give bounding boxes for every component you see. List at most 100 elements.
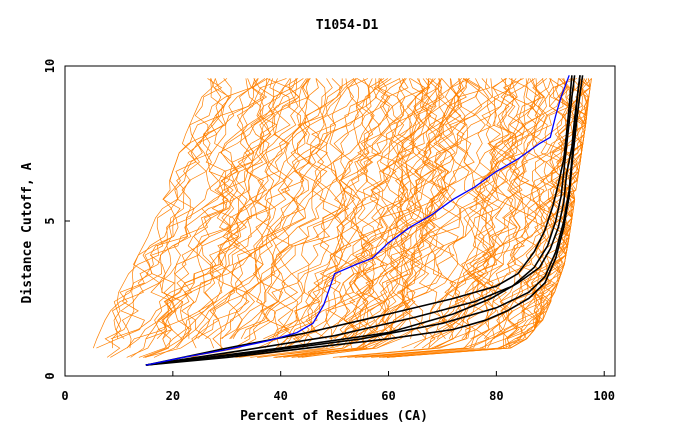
- other-model-line: [365, 78, 469, 349]
- other-model-line: [230, 78, 357, 340]
- y-tick-label: 5: [43, 217, 57, 224]
- other-model-line: [191, 78, 304, 349]
- y-tick-label: 10: [43, 59, 57, 73]
- other-model-line: [470, 78, 552, 340]
- other-model-line: [221, 78, 321, 340]
- other-model-line: [413, 78, 536, 349]
- other-model-line: [194, 78, 310, 340]
- other-model-line: [126, 78, 287, 358]
- reference-model-line: [145, 75, 576, 366]
- other-model-line: [263, 78, 385, 340]
- other-model-line: [236, 78, 409, 358]
- other-model-line: [506, 78, 586, 349]
- other-model-line: [331, 78, 445, 349]
- other-model-line: [212, 78, 311, 339]
- other-model-line: [267, 78, 370, 340]
- other-model-line: [275, 78, 392, 349]
- other-model-line: [145, 78, 258, 340]
- other-model-line: [333, 78, 436, 340]
- other-model-line: [384, 78, 486, 340]
- other-model-line: [479, 78, 568, 349]
- other-model-line: [145, 78, 265, 358]
- other-model-line: [258, 78, 433, 358]
- highlighted-model-layer: [145, 75, 570, 366]
- other-model-line: [176, 78, 307, 349]
- other-model-line: [436, 78, 522, 340]
- other-model-line: [96, 78, 223, 349]
- other-model-line: [507, 78, 588, 349]
- other-model-line: [434, 78, 525, 349]
- other-model-line: [436, 78, 545, 349]
- reference-model-line: [145, 75, 581, 366]
- other-model-line: [219, 78, 333, 349]
- other-model-line: [264, 78, 377, 349]
- other-models-layer: [92, 78, 592, 358]
- other-model-line: [162, 78, 278, 339]
- other-model-line: [313, 78, 418, 349]
- other-model-line: [126, 78, 259, 349]
- y-tick-label: 0: [43, 372, 57, 379]
- other-model-line: [180, 78, 301, 349]
- other-model-line: [481, 78, 575, 349]
- x-tick-label: 20: [166, 389, 180, 403]
- y-axis-label: Distance Cutoff, A: [20, 162, 35, 303]
- other-model-line: [161, 78, 271, 349]
- reference-model-line: [145, 75, 573, 366]
- x-tick-label: 80: [489, 389, 503, 403]
- other-model-line: [384, 78, 483, 339]
- other-model-line: [146, 78, 264, 340]
- chart-title: T1054-D1: [316, 18, 379, 33]
- other-model-line: [235, 78, 388, 358]
- x-tick-label: 0: [61, 389, 68, 403]
- other-model-line: [191, 78, 328, 358]
- other-model-line: [231, 78, 373, 358]
- other-model-line: [257, 78, 429, 358]
- x-tick-label: 100: [593, 389, 615, 403]
- other-model-line: [301, 78, 466, 358]
- other-model-line: [362, 78, 578, 358]
- other-model-line: [142, 78, 276, 358]
- other-model-line: [206, 78, 359, 358]
- other-model-line: [467, 78, 542, 339]
- x-tick-label: 60: [381, 389, 395, 403]
- other-model-line: [350, 78, 447, 339]
- other-model-line: [348, 78, 441, 340]
- other-model-line: [104, 78, 228, 358]
- x-axis-label: Percent of Residues (CA): [240, 409, 428, 424]
- other-model-line: [353, 78, 442, 339]
- other-model-line: [340, 78, 424, 340]
- other-model-line: [428, 78, 518, 349]
- other-model-line: [279, 78, 377, 349]
- other-model-line: [113, 78, 231, 340]
- other-model-line: [229, 78, 326, 340]
- other-model-line: [138, 78, 299, 358]
- highlighted-model-line: [145, 75, 570, 366]
- other-model-line: [171, 78, 278, 340]
- other-model-line: [386, 78, 588, 358]
- other-model-line: [358, 78, 463, 340]
- reference-model-line: [145, 75, 581, 366]
- other-model-line: [328, 78, 437, 349]
- other-model-line: [233, 78, 343, 349]
- other-model-line: [176, 78, 291, 340]
- other-model-line: [92, 78, 216, 349]
- reference-model-line: [145, 75, 584, 366]
- x-tick-label: 40: [273, 389, 287, 403]
- other-model-line: [232, 78, 342, 339]
- other-model-line: [205, 78, 310, 340]
- other-model-line: [239, 78, 416, 358]
- other-model-line: [454, 78, 545, 349]
- other-model-line: [332, 78, 548, 358]
- other-model-line: [354, 78, 567, 358]
- other-model-line: [273, 78, 445, 358]
- axis-ticks: 0 20 40 60 80 100 0 5 10: [43, 59, 615, 403]
- other-model-line: [144, 78, 298, 358]
- other-model-line: [403, 78, 492, 340]
- other-model-line: [230, 78, 391, 358]
- other-model-line: [111, 78, 224, 349]
- other-model-line: [526, 78, 589, 340]
- reference-models-layer: [145, 75, 584, 366]
- other-model-line: [324, 78, 426, 340]
